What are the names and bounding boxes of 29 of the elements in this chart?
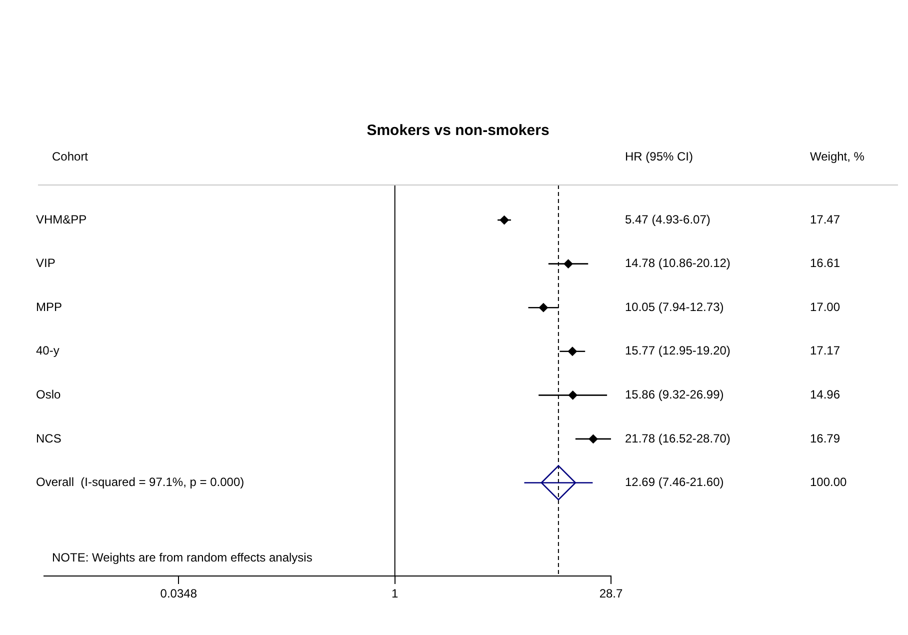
text: 17.17 [810, 344, 840, 358]
chart-title: Smokers vs non-smokers [366, 122, 550, 140]
x-tick-label: 0.0348 [160, 586, 198, 601]
text: 12.69 (7.46-21.60) [625, 475, 724, 490]
y-tick-label: Overall (I-squared = 97.1%, p = 0.000) [36, 475, 244, 490]
text: 10.05 (7.94-12.73) [625, 300, 724, 314]
text: HR (95% CI) [625, 149, 694, 164]
y-tick-label: MPP [36, 300, 62, 314]
text: 15.86 (9.32-26.99) [625, 387, 724, 402]
y-tick-label: 40-y [36, 344, 60, 358]
text: 16.61 [810, 256, 840, 270]
text: 17.00 [810, 300, 840, 314]
text: Weight, % [810, 149, 865, 164]
y-tick-label: VHM&PP [36, 212, 87, 226]
text: 100.00 [810, 475, 848, 490]
y-tick-label: NCS [36, 431, 62, 446]
text: 15.77 (12.95-19.20) [625, 344, 730, 358]
text: NOTE: Weights are from random effects analysis [52, 550, 312, 564]
y-axis-title: Cohort [52, 149, 89, 164]
y-tick-label: VIP [36, 256, 56, 270]
text: 21.78 (16.52-28.70) [625, 431, 730, 446]
text: 14.96 [810, 387, 840, 402]
x-tick-label: 28.7 [599, 586, 623, 601]
y-tick-label: Oslo [36, 387, 61, 402]
text: 16.79 [810, 431, 840, 446]
text: 5.47 (4.93-6.07) [625, 212, 710, 226]
x-tick-label: 1 [392, 586, 399, 601]
text: 17.47 [810, 212, 840, 226]
text: 14.78 (10.86-20.12) [625, 256, 730, 270]
